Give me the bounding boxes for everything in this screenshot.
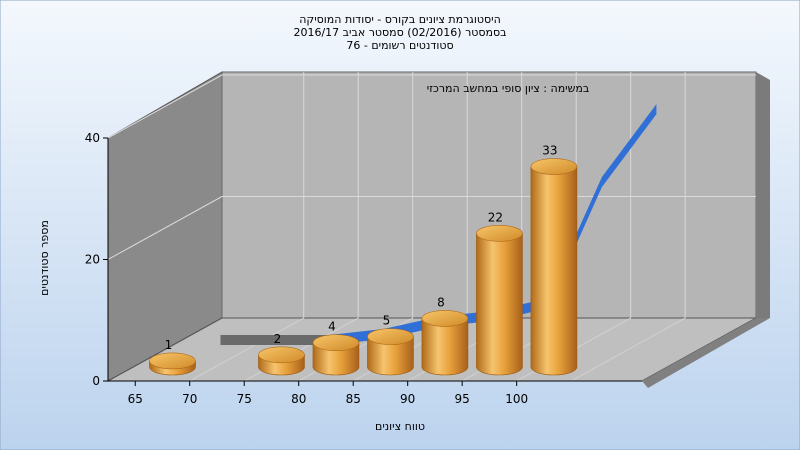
x-tick-label: 70 [182,392,197,406]
bar-cap [476,225,523,242]
bar-value-label: 22 [488,210,503,224]
cumulative-segment [220,335,275,345]
floor-edge [642,318,770,388]
x-tick-label: 100 [505,392,528,406]
chart-title-line-2: בסמסטר (02/2016) סמסטר אביב 2016/17 [293,26,506,39]
y-tick-label: 0 [92,374,100,388]
gridline-left [107,74,223,139]
bar: 8 [421,295,469,376]
bar-cap [421,310,469,327]
chart-subtitle: במשימה : ציון סופי במחשב המרכזי [427,82,590,95]
gridline-floor [570,317,686,382]
bar-cap [367,328,414,345]
y-tick-label: 20 [85,253,100,267]
gridline-left [107,196,223,260]
y-axis-label: מספר סטודנטים [38,220,51,296]
bar-value-label: 5 [383,314,391,328]
bar: 1 [149,338,196,376]
x-tick-label: 95 [455,392,470,406]
chart-title-line-3: סטודנטים רשומים - 76 [346,39,453,52]
bar-value-label: 1 [165,338,173,352]
wall-edge [756,72,770,318]
bar-layer: 1 2 4 5 8 22 33 [149,144,578,376]
y-tick-label: 40 [85,131,100,145]
bar-value-label: 8 [437,295,445,309]
y-axis: 0 20 40 [85,131,109,388]
bar: 4 [312,320,360,376]
bar: 22 [476,210,523,376]
bar-cap [149,352,196,370]
bar-value-label: 4 [328,320,336,334]
x-tick-label: 85 [346,392,361,406]
x-tick-label: 90 [400,392,415,406]
bar-cap [312,334,360,352]
bar-body [530,166,578,376]
chart-title-line-1: היסטוגרמת ציונים בקורס - יסודות המוסיקה [299,13,501,26]
x-tick-label: 65 [128,392,143,406]
bar: 33 [530,144,578,376]
x-tick-label: 75 [237,392,252,406]
bar-cap [258,346,305,364]
bar: 5 [367,314,414,376]
x-tick-label: 80 [291,392,306,406]
bar-body [312,342,360,376]
bar-body [421,318,469,376]
bar-body [367,336,414,376]
bar-value-label: 33 [542,144,557,158]
bar-body [476,233,523,376]
cumulative-segment [601,104,657,188]
bar-value-label: 2 [274,332,282,346]
x-axis: 65 70 75 80 85 90 95 100 [108,380,642,406]
bar-cap [530,158,578,175]
x-axis-label: טווח ציונים [375,420,425,433]
bar: 2 [258,332,305,376]
gridline-floor [189,317,304,382]
